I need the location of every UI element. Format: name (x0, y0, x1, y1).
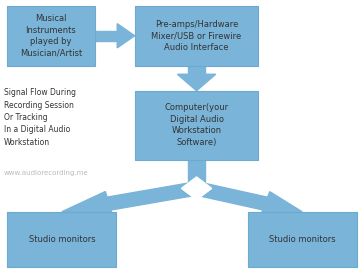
Polygon shape (62, 191, 113, 216)
Bar (188, 66, 205, 74)
Text: Musical
Instruments
played by
Musician/Artist: Musical Instruments played by Musician/A… (20, 14, 82, 57)
Polygon shape (261, 192, 302, 215)
Text: Computer(your
Digital Audio
Workstation
Software): Computer(your Digital Audio Workstation … (165, 103, 229, 147)
Text: Studio monitors: Studio monitors (269, 235, 336, 244)
Polygon shape (107, 182, 198, 210)
Bar (188, 160, 205, 188)
Polygon shape (117, 24, 135, 48)
FancyBboxPatch shape (7, 212, 116, 267)
Polygon shape (178, 74, 216, 91)
Polygon shape (182, 177, 211, 200)
Bar (95, 31, 117, 41)
Text: Pre-amps/Hardware
Mixer/USB or Firewire
Audio Interface: Pre-amps/Hardware Mixer/USB or Firewire … (151, 20, 242, 52)
Polygon shape (194, 182, 268, 210)
FancyBboxPatch shape (7, 6, 95, 66)
Text: www.audiorecording.me: www.audiorecording.me (4, 170, 88, 177)
FancyBboxPatch shape (135, 91, 258, 160)
Polygon shape (182, 177, 211, 200)
Text: Signal Flow During
Recording Session
Or Tracking
In a Digital Audio
Workstation: Signal Flow During Recording Session Or … (4, 88, 76, 147)
FancyBboxPatch shape (248, 212, 357, 267)
Text: Studio monitors: Studio monitors (28, 235, 95, 244)
FancyBboxPatch shape (135, 6, 258, 66)
